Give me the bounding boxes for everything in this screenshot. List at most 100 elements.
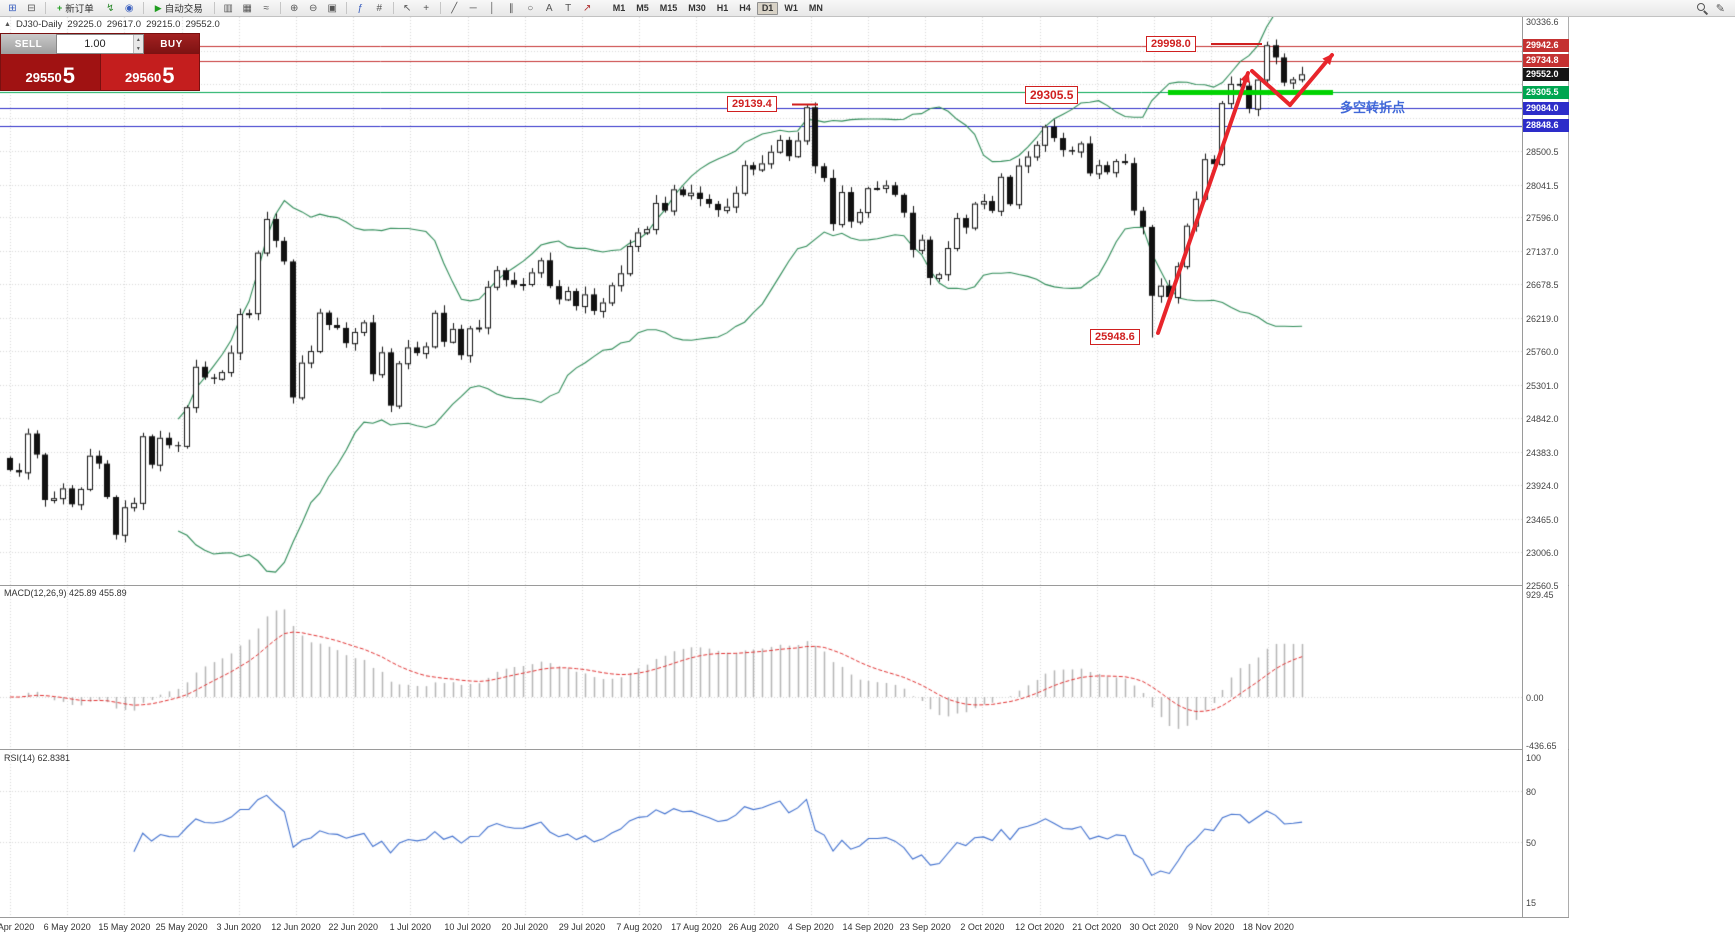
sell-price-main: 29550 — [25, 70, 62, 85]
low-value: 29215.0 — [146, 19, 181, 30]
grid-icon[interactable]: # — [376, 2, 382, 14]
date-tick-label: 26 Aug 2020 — [728, 922, 779, 932]
volume-box: ▲ ▼ — [56, 34, 144, 54]
price-tick-label: 24383.0 — [1526, 447, 1559, 458]
peak-price-label[interactable]: 29998.0 — [1146, 36, 1196, 52]
auto-trading-button[interactable]: ▶ 自动交易 — [149, 1, 209, 16]
swing-low-label[interactable]: 25948.6 — [1090, 329, 1140, 345]
zoom-in-icon[interactable]: ⊕ — [290, 2, 299, 14]
line-chart-icon[interactable]: ≈ — [263, 2, 269, 14]
bar-chart-icon[interactable]: ▥ — [223, 2, 233, 14]
new-order-label: 新订单 — [65, 4, 94, 15]
open-value: 29225.0 — [67, 19, 102, 30]
september-peak-label[interactable]: 29139.4 — [727, 96, 777, 112]
volume-spinner: ▲ ▼ — [132, 35, 143, 53]
price-tick-label: 26219.0 — [1526, 313, 1559, 324]
timeframe-button[interactable]: H1 — [712, 2, 734, 15]
timeframe-button[interactable]: H4 — [734, 2, 756, 15]
timeframe-button[interactable]: M5 — [631, 2, 654, 15]
price-axis[interactable]: 30336.6 28500.5 28041.5 27596.0 27137.0 26678… — [1522, 17, 1569, 917]
date-tick-label: 27 Apr 2020 — [0, 922, 35, 932]
candle-chart-icon[interactable]: ▦ — [242, 2, 252, 14]
volume-up-button[interactable]: ▲ — [133, 35, 143, 44]
channel-tool-icon[interactable]: ∥ — [508, 2, 514, 14]
toolbar-right-group: ✎ — [1696, 2, 1731, 15]
one-click-trading-panel: SELL ▲ ▼ BUY 29550 5 29560 5 — [0, 33, 200, 91]
vertical-line-tool-icon[interactable]: │ — [489, 2, 496, 14]
support-level-label[interactable]: 29305.5 — [1025, 86, 1079, 104]
buy-price[interactable]: 29560 5 — [100, 54, 199, 90]
price-tag: 29305.5 — [1523, 85, 1569, 99]
price-tick-label: 26678.5 — [1526, 280, 1559, 291]
chart-window: ▲ DJ30-Daily 29225.0 29617.0 29215.0 295… — [0, 17, 1569, 937]
sell-button[interactable]: SELL — [1, 34, 56, 54]
trendline-tool-icon[interactable]: ╱ — [451, 2, 458, 14]
toolbar-separator — [45, 2, 46, 14]
timeframe-button[interactable]: MN — [804, 2, 828, 15]
shapes-tool-icon[interactable]: ○ — [527, 2, 534, 14]
window-layout-icon[interactable]: ⊟ — [27, 2, 36, 14]
new-order-button[interactable]: + 新订单 — [51, 1, 100, 15]
horizontal-line-tool-icon[interactable]: ─ — [469, 2, 477, 14]
price-tick-label: 24842.0 — [1526, 414, 1559, 425]
indicators-icon[interactable]: ƒ — [357, 2, 363, 14]
rsi-tick-label: 100 — [1526, 753, 1542, 763]
rsi-panel-splitter[interactable] — [0, 749, 1569, 750]
date-tick-label: 10 Jul 2020 — [444, 922, 491, 932]
collapse-triangle-icon[interactable]: ▲ — [4, 21, 11, 28]
price-tick-label: 23924.0 — [1526, 481, 1559, 492]
price-tick-label: 30336.6 — [1526, 17, 1559, 27]
buy-price-pip: 5 — [162, 63, 175, 88]
price-tick-label: 25301.0 — [1526, 380, 1559, 391]
volume-down-button[interactable]: ▼ — [133, 44, 143, 53]
timeframe-button[interactable]: D1 — [756, 1, 779, 15]
date-tick-label: 22 Jun 2020 — [328, 922, 378, 932]
sell-price[interactable]: 29550 5 — [1, 54, 101, 90]
macd-tick-label: 0.00 — [1526, 693, 1544, 703]
price-tag: 29942.6 — [1523, 39, 1569, 53]
edit-pencil-icon[interactable]: ✎ — [1715, 2, 1725, 15]
timeframe-button[interactable]: W1 — [779, 2, 803, 15]
time-axis[interactable]: 27 Apr 2020 6 May 2020 15 May 2020 25 May 2… — [0, 917, 1569, 937]
date-tick-label: 12 Jun 2020 — [271, 922, 321, 932]
rsi-tick-label: 80 — [1526, 787, 1537, 798]
arrow-object-tool-icon[interactable]: ↗ — [583, 2, 592, 14]
macd-panel-splitter[interactable] — [0, 585, 1569, 586]
turning-point-text[interactable]: 多空转折点 — [1340, 100, 1406, 115]
timeframe-button[interactable]: M15 — [655, 2, 683, 15]
buy-button[interactable]: BUY — [144, 34, 199, 54]
close-value: 29552.0 — [185, 19, 220, 30]
label-tool-icon[interactable]: T — [565, 2, 572, 14]
zoom-out-icon[interactable]: ⊖ — [309, 2, 318, 14]
price-tag: 28848.6 — [1523, 119, 1569, 133]
main-toolbar: ⊞ ⊟ + 新订单 ↯ ◉ ▶ 自动交易 ▥ ▦ ≈ ⊕ ⊖ ▣ ƒ # ↖ +… — [0, 0, 1735, 17]
date-tick-label: 4 Sep 2020 — [787, 922, 834, 932]
price-tag: 29084.0 — [1523, 101, 1569, 115]
market-watch-icon[interactable]: ◉ — [124, 2, 134, 14]
tile-windows-icon[interactable]: ▣ — [327, 2, 337, 14]
text-tool-icon[interactable]: A — [545, 2, 553, 14]
date-tick-label: 17 Aug 2020 — [671, 922, 722, 932]
new-chart-icon[interactable]: ⊞ — [8, 2, 17, 14]
sell-price-pip: 5 — [62, 63, 75, 88]
price-chart-canvas[interactable] — [0, 17, 1522, 917]
date-tick-label: 29 Jul 2020 — [558, 922, 606, 932]
timeframe-button[interactable]: M30 — [683, 2, 711, 15]
timeframe-button[interactable]: M1 — [608, 2, 631, 15]
date-tick-label: 3 Jun 2020 — [216, 922, 262, 932]
algo-trading-icon[interactable]: ↯ — [106, 2, 115, 14]
date-tick-label: 6 May 2020 — [43, 922, 91, 932]
date-tick-label: 9 Nov 2020 — [1188, 922, 1235, 932]
symbol-name: DJ30-Daily — [15, 19, 63, 30]
search-icon[interactable] — [1696, 2, 1708, 14]
volume-input[interactable] — [57, 35, 133, 53]
toolbar-separator — [279, 2, 281, 14]
rsi-tick-label: 50 — [1526, 838, 1537, 849]
cursor-icon[interactable]: ↖ — [403, 2, 412, 14]
toolbar-separator — [142, 2, 144, 14]
price-tick-label: 23006.0 — [1526, 548, 1559, 559]
rsi-indicator-label: RSI(14) 62.8381 — [4, 753, 71, 763]
crosshair-icon[interactable]: + — [423, 2, 430, 14]
price-tick-label: 23465.0 — [1526, 514, 1559, 525]
